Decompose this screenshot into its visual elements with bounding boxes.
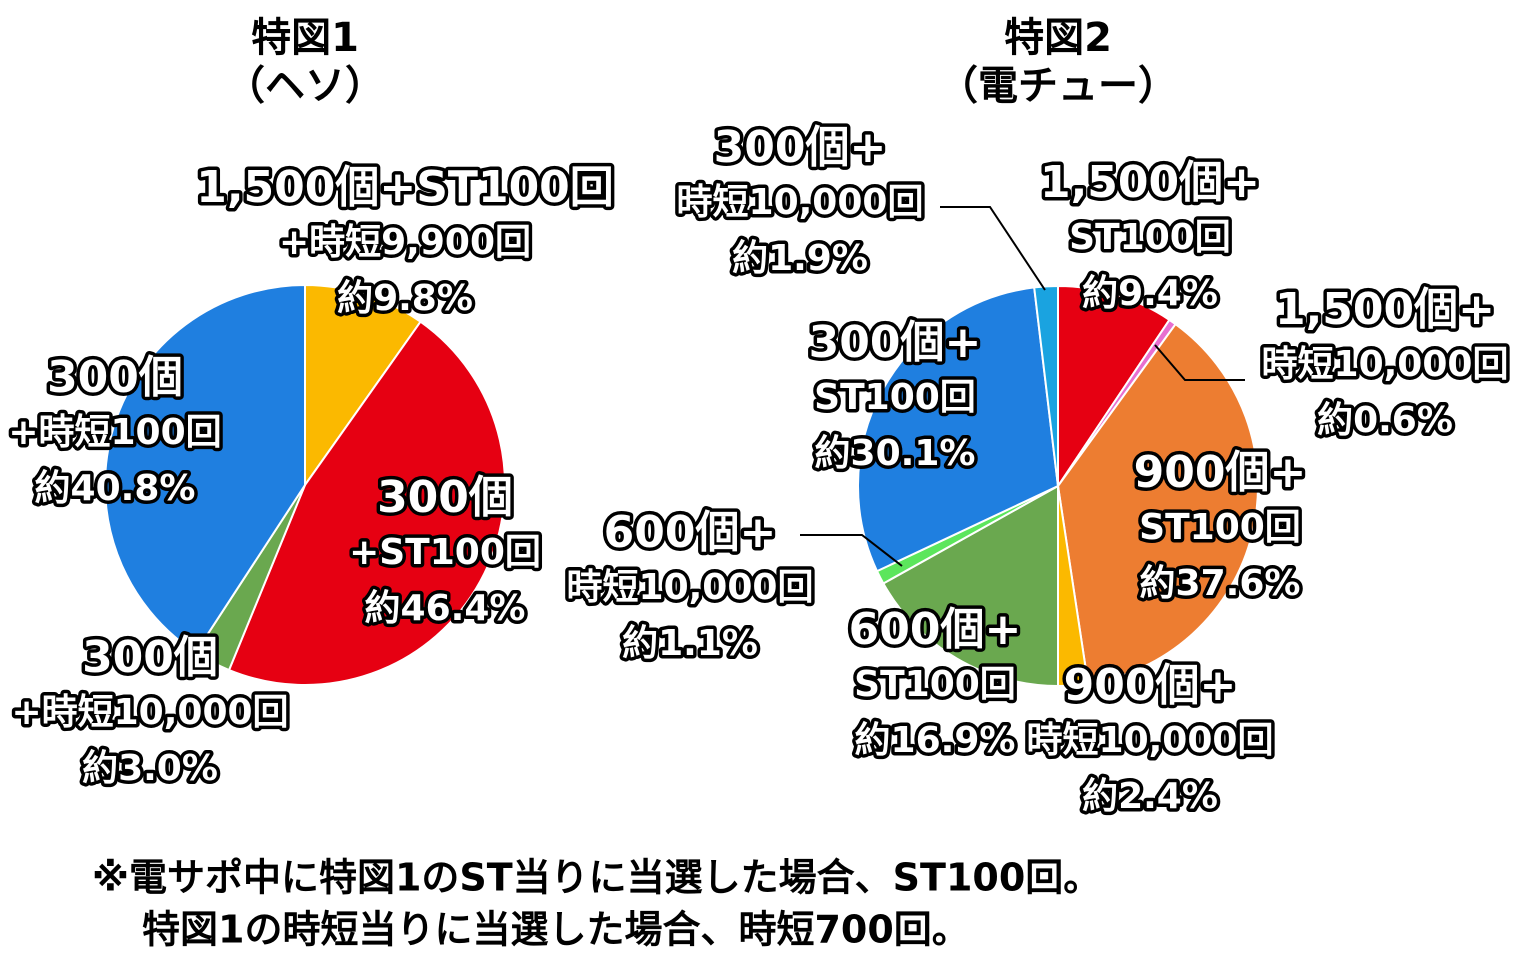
leader-line [1154,344,1245,381]
value-label: 約2.4% [1082,776,1218,817]
footnote: ※電サポ中に特図1のST当りに当選した場合、ST100回。 [92,856,1101,900]
footnote: 特図1の時短当りに当選した場合、時短700回。 [142,908,970,952]
slice-label: 300個+ [809,317,982,368]
slice-label: 1,500個+ [1275,284,1495,335]
pie-slice [304,283,422,489]
pie-slice [881,484,1059,688]
slice-label: 時短10,000回 [1027,720,1274,761]
value-label: 約46.4% [365,588,526,629]
leader-line [800,534,903,567]
slice-label: 時短10,000回 [1262,344,1509,385]
pie-slice [104,283,306,654]
slice-label: 900個+ [1064,660,1237,711]
slice-label: 時短10,000回 [567,567,814,608]
pie-slice [227,320,506,686]
slice-label: +時短10,000回 [11,692,288,733]
slice-label: ST100回 [814,377,976,418]
value-label: 約1.1% [622,623,758,664]
pie-slice [1056,322,1259,685]
slice-label: 600個+ [604,507,777,558]
value-label: 約1.9% [732,238,868,279]
value-label: 約16.9% [855,720,1016,761]
chart-subtitle: （ヘソ） [225,63,385,109]
value-label: 約9.8% [337,278,473,319]
value-label: 約3.0% [82,748,218,789]
slice-label: ST100回 [854,664,1016,705]
slice-label: +時短9,900回 [279,222,531,263]
value-label: 約30.1% [815,433,976,474]
slice-label: 1,500個+ST100回 [196,162,614,213]
chart-title: 特図2 [1004,15,1112,61]
pie-slice [857,286,1060,573]
slice-label: +時短100回 [8,412,221,453]
slice-label: 1,500個+ [1040,157,1260,208]
slice-label: 300個+ [714,122,887,173]
slice-label: ST100回 [1139,507,1301,548]
chart-subtitle: （電チュー） [938,63,1178,109]
leader-line [940,206,1046,291]
value-label: 約9.4% [1082,273,1218,314]
slice-label: 300個 [47,352,183,403]
value-label: 約0.6% [1317,400,1453,441]
slice-label: 300個 [82,632,218,683]
slice-label: 時短10,000回 [677,182,924,223]
chart-title: 特図1 [251,15,359,61]
pie-slice [1057,284,1171,490]
pie-slice [1033,284,1059,487]
slice-label: ST100回 [1069,217,1231,258]
slice-label: 600個+ [849,604,1022,655]
slice-label: 900個+ [1134,447,1307,498]
slice-label: +ST100回 [349,532,541,573]
value-label: 約37.6% [1140,563,1301,604]
value-label: 約40.8% [35,468,196,509]
slice-label: 300個 [377,472,513,523]
